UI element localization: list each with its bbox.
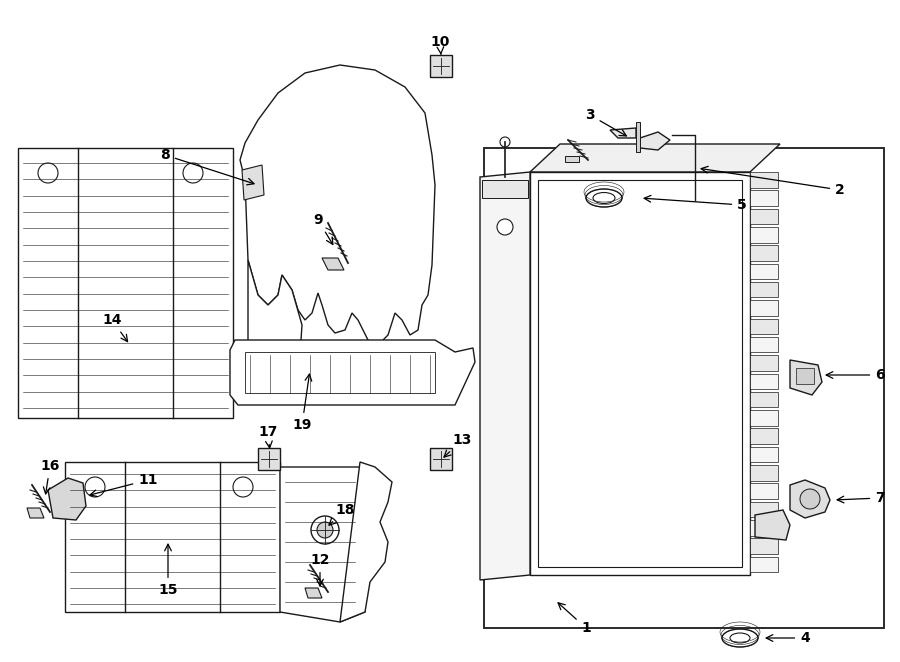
Bar (750, 209, 778, 224)
Bar (750, 337, 778, 352)
Bar (750, 392, 778, 407)
Text: 9: 9 (313, 213, 333, 244)
Bar (430, 55, 452, 77)
Bar (750, 227, 778, 242)
Polygon shape (790, 360, 822, 395)
Polygon shape (480, 172, 530, 580)
Bar (750, 318, 778, 334)
Text: 7: 7 (837, 491, 885, 505)
Bar (750, 282, 778, 297)
Text: 1: 1 (558, 603, 591, 635)
Bar (750, 465, 778, 481)
Text: 4: 4 (766, 631, 810, 645)
Text: 18: 18 (329, 503, 355, 525)
Text: 3: 3 (585, 108, 626, 136)
Polygon shape (610, 128, 636, 138)
Polygon shape (530, 172, 750, 575)
Bar (750, 246, 778, 261)
Circle shape (38, 163, 58, 183)
Text: 14: 14 (103, 313, 128, 342)
Bar (750, 410, 778, 426)
Bar (750, 447, 778, 462)
Bar (750, 483, 778, 499)
Bar (65, 462, 280, 612)
Polygon shape (27, 508, 44, 518)
Polygon shape (248, 260, 302, 385)
Polygon shape (530, 144, 780, 172)
Circle shape (500, 137, 510, 147)
Bar (484, 148, 884, 628)
Text: 12: 12 (310, 553, 329, 586)
Polygon shape (240, 65, 435, 345)
Ellipse shape (722, 629, 758, 647)
Text: 15: 15 (158, 544, 178, 597)
Text: 10: 10 (430, 35, 450, 54)
Bar (750, 428, 778, 444)
Bar (18, 148, 233, 418)
Ellipse shape (593, 193, 615, 203)
Bar (636, 122, 640, 152)
Polygon shape (322, 258, 344, 270)
Polygon shape (280, 467, 370, 622)
Bar (750, 538, 778, 554)
Bar (258, 448, 280, 470)
Polygon shape (340, 462, 392, 622)
Bar (750, 301, 778, 316)
Text: 2: 2 (701, 166, 845, 197)
Polygon shape (242, 165, 264, 200)
Polygon shape (755, 510, 790, 540)
Bar (538, 180, 742, 567)
Text: 19: 19 (292, 374, 311, 432)
Bar (430, 448, 452, 470)
Bar (482, 180, 528, 198)
Bar (750, 263, 778, 279)
Circle shape (183, 163, 203, 183)
Ellipse shape (730, 633, 750, 643)
Bar (565, 156, 579, 162)
Circle shape (317, 522, 333, 538)
Bar (750, 172, 778, 187)
Circle shape (233, 477, 253, 497)
Bar (796, 368, 814, 384)
Polygon shape (305, 588, 322, 598)
Text: 17: 17 (258, 425, 278, 448)
Text: 11: 11 (90, 473, 158, 496)
Polygon shape (230, 340, 475, 405)
Text: 13: 13 (444, 433, 472, 457)
Text: 6: 6 (826, 368, 885, 382)
Bar (750, 355, 778, 371)
Circle shape (800, 489, 820, 509)
Polygon shape (48, 478, 86, 520)
Polygon shape (790, 480, 830, 518)
Circle shape (311, 516, 339, 544)
Bar (750, 502, 778, 517)
Text: 8: 8 (160, 148, 254, 185)
Bar (750, 190, 778, 206)
Bar (750, 373, 778, 389)
Polygon shape (640, 132, 670, 150)
Circle shape (85, 477, 105, 497)
Bar (245, 352, 435, 393)
Circle shape (497, 219, 513, 235)
Text: 16: 16 (40, 459, 59, 494)
Ellipse shape (586, 189, 622, 207)
Bar (750, 557, 778, 572)
Bar (750, 520, 778, 536)
Text: 5: 5 (644, 195, 747, 212)
